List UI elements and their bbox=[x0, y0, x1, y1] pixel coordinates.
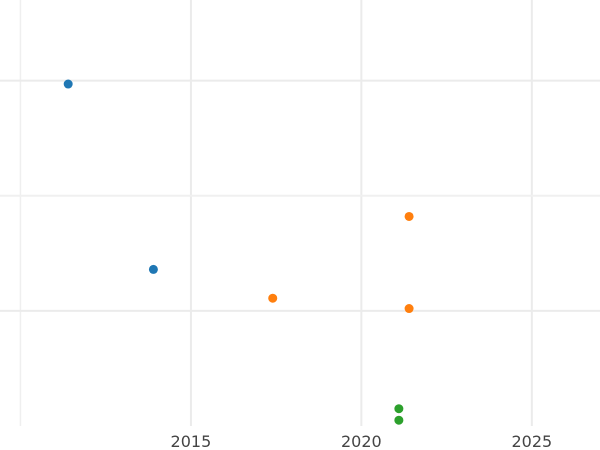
data-point-series-2 bbox=[394, 404, 404, 414]
data-point-series-2 bbox=[394, 415, 404, 425]
x-tick-label: 2015 bbox=[171, 432, 212, 450]
data-point-series-0 bbox=[148, 264, 158, 274]
x-tick-label: 2025 bbox=[511, 432, 552, 450]
x-axis-ticks: 2015 2020 2025 bbox=[171, 432, 553, 450]
data-point-series-1 bbox=[268, 293, 278, 303]
data-points bbox=[63, 79, 414, 425]
data-point-series-1 bbox=[404, 304, 414, 314]
x-tick-label: 2020 bbox=[341, 432, 382, 450]
grid bbox=[0, 0, 600, 426]
data-point-series-0 bbox=[63, 79, 73, 89]
data-point-series-1 bbox=[404, 211, 414, 221]
